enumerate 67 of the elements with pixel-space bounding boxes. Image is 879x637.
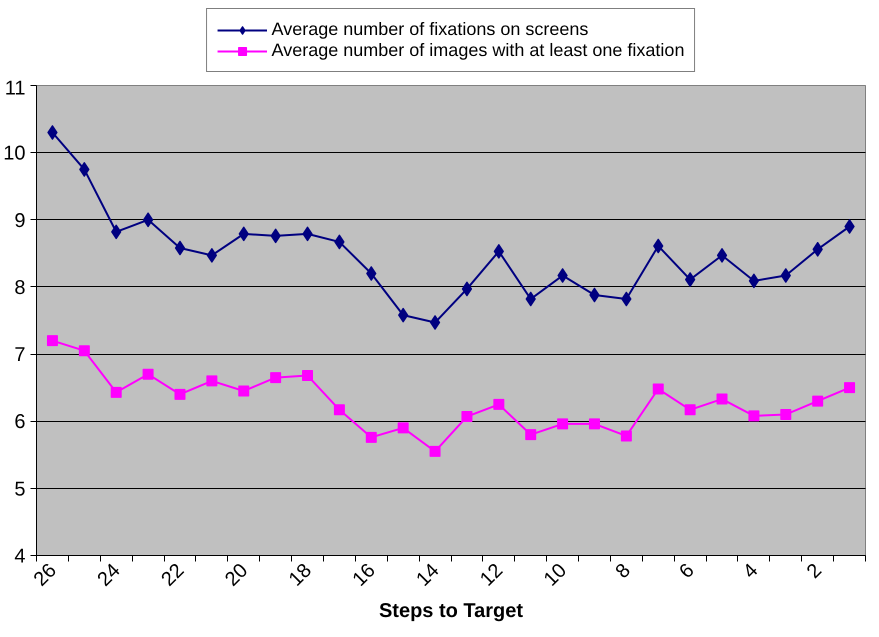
point (174, 240, 186, 256)
point (366, 266, 376, 281)
x-tick-label: 10 (540, 559, 572, 591)
y-tick-label: 11 (4, 78, 26, 100)
point (46, 335, 58, 346)
y-tick-label: 7 (14, 344, 26, 366)
point (461, 411, 472, 422)
point (110, 386, 122, 398)
point (206, 248, 218, 263)
point (270, 372, 282, 384)
x-tick-label: 14 (412, 559, 444, 591)
x-tick-label: 6 (675, 559, 699, 583)
y-tick-label: 10 (3, 142, 26, 165)
point (430, 315, 440, 330)
point (684, 404, 696, 416)
point (493, 398, 504, 410)
legend-label: Average number of images with at least one fixation (272, 40, 684, 61)
y-tick-label: 4 (14, 546, 26, 568)
point (270, 228, 281, 244)
x-tick-label: 4 (738, 559, 762, 583)
point (588, 418, 600, 430)
point (620, 430, 632, 442)
point (525, 429, 536, 440)
point (398, 422, 409, 434)
point (621, 292, 632, 307)
x-axis-title: Steps to Target (378, 600, 524, 622)
point (589, 287, 600, 302)
x-tick-label: 16 (348, 559, 380, 591)
point (844, 382, 856, 394)
point (557, 268, 568, 284)
point (302, 226, 313, 242)
point (334, 404, 345, 416)
point (206, 375, 218, 386)
x-tick-label: 26 (30, 559, 61, 591)
point (557, 418, 568, 430)
x-tick-label: 24 (93, 559, 125, 591)
x-tick-label: 12 (476, 559, 508, 591)
y-tick-label: 6 (14, 411, 26, 434)
legend-label: Average number of fixations on screens (272, 19, 588, 40)
point (174, 388, 186, 400)
point (812, 396, 824, 407)
y-tick-label: 8 (14, 276, 26, 299)
point (366, 432, 377, 443)
x-tick-label: 22 (157, 559, 188, 591)
y-tick-label: 9 (14, 210, 26, 232)
point (78, 345, 90, 356)
point (142, 368, 154, 380)
point (430, 446, 441, 457)
x-tick-label: 2 (802, 559, 826, 583)
point (844, 219, 855, 234)
x-tick-label: 20 (220, 559, 252, 591)
point (716, 248, 728, 263)
point (716, 394, 728, 405)
x-tick-label: 8 (611, 559, 635, 583)
point (652, 383, 664, 394)
point (47, 125, 58, 140)
point (684, 272, 696, 288)
point (780, 409, 792, 420)
point (142, 212, 154, 228)
point (748, 273, 760, 288)
point (302, 370, 314, 382)
point (748, 410, 760, 422)
point (334, 234, 345, 250)
point (462, 281, 472, 296)
x-tick-label: 18 (284, 559, 316, 591)
y-tick-label: 5 (14, 478, 26, 500)
point (238, 386, 250, 396)
